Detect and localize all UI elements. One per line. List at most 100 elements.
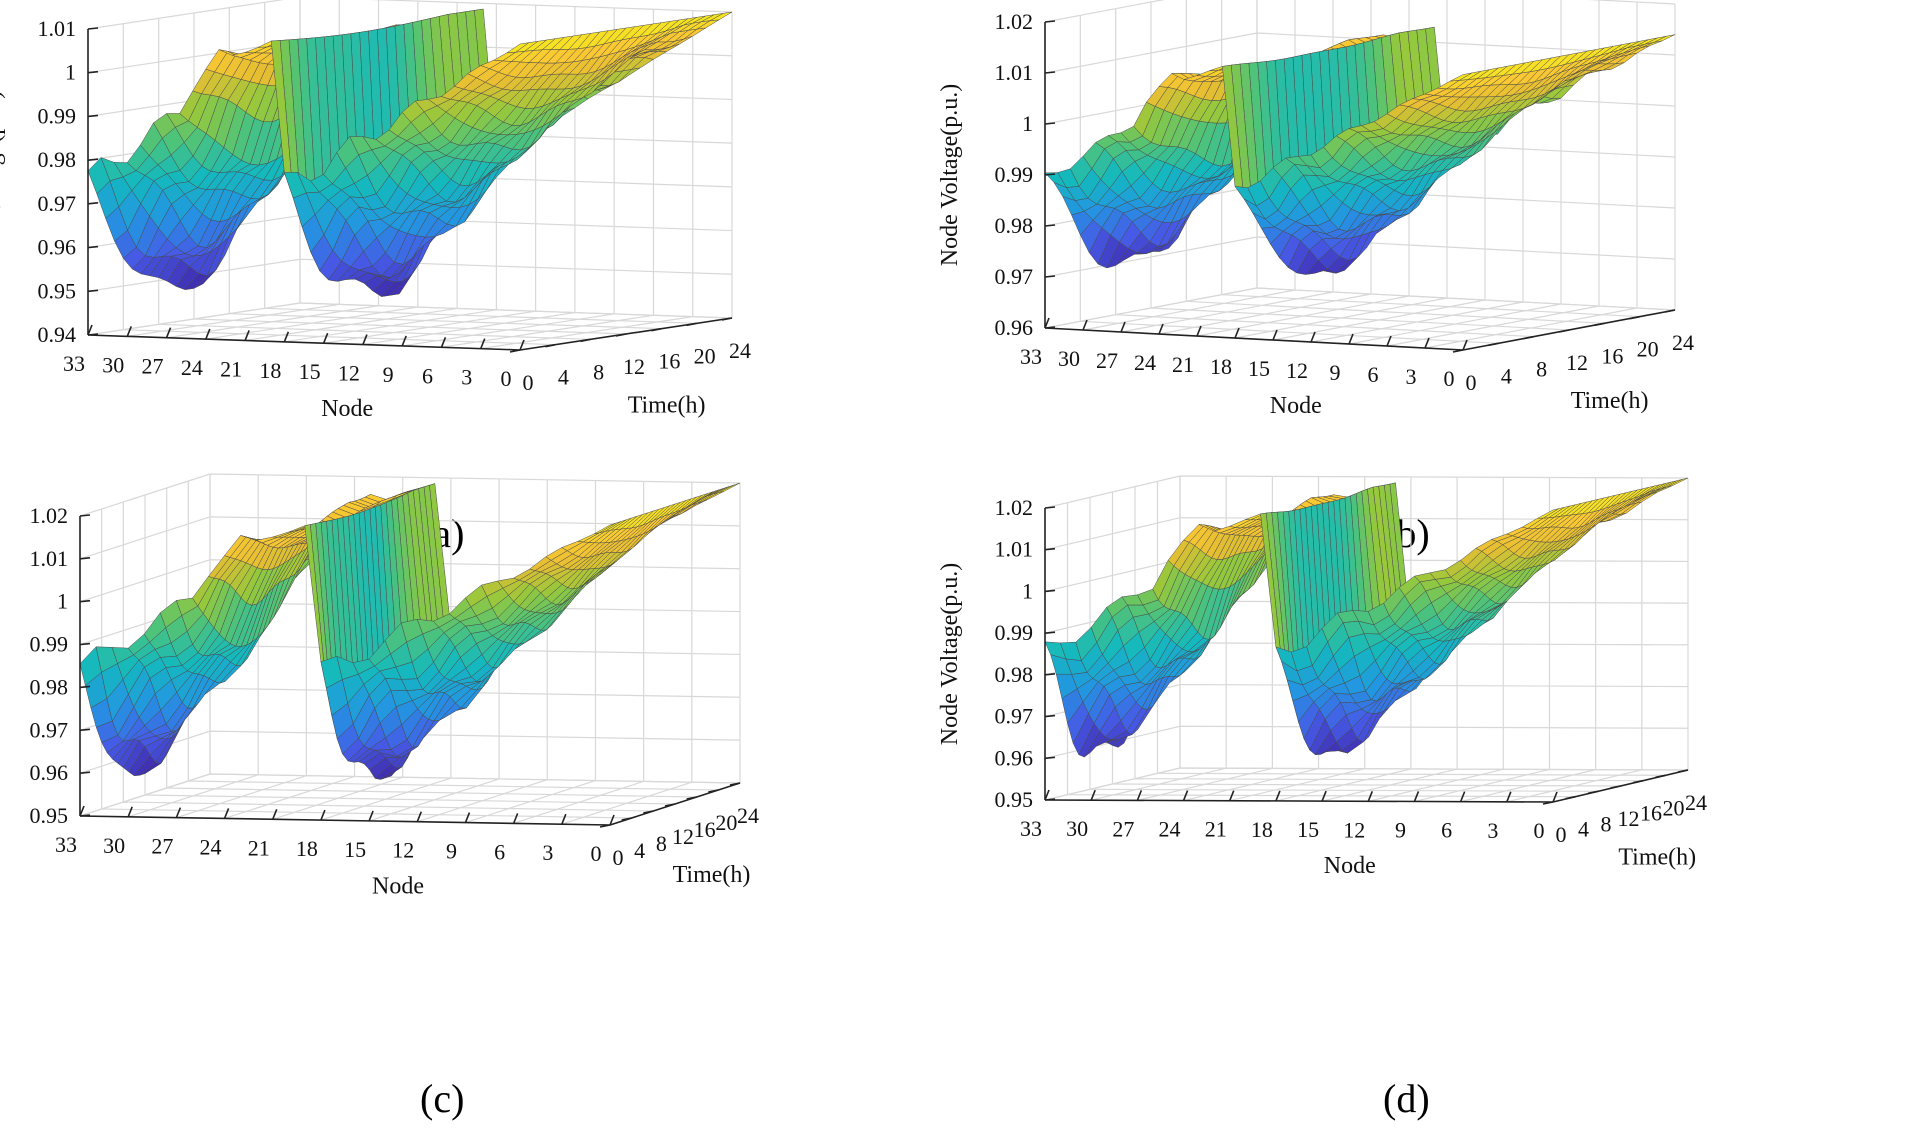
node-tick-mark: [479, 338, 486, 349]
wall-gridline: [1044, 0, 1676, 23]
node-tick-label: 27: [151, 834, 173, 859]
node-tick-mark: [1044, 317, 1050, 329]
time-tick-mark: [1655, 774, 1666, 779]
node-tick-label: 9: [1395, 817, 1406, 842]
time-tick-mark: [545, 343, 556, 348]
node-tick-label: 6: [1368, 362, 1379, 387]
node-tick-mark: [1082, 319, 1088, 331]
node-tick-mark: [205, 328, 211, 340]
node-tick-mark: [244, 330, 250, 341]
voltage-tick-mark: [79, 814, 91, 817]
voltage-tick-label: 0.96: [30, 760, 69, 785]
node-tick-mark: [519, 339, 525, 351]
voltage-tick-mark: [79, 557, 91, 560]
floor-gridline: [101, 808, 632, 819]
time-tick-mark: [1629, 315, 1640, 320]
node-tick-mark: [401, 335, 407, 347]
node-tick-label: 30: [103, 833, 125, 858]
time-tick-label: 20: [694, 343, 716, 368]
node-axis-label: Node: [372, 873, 424, 899]
time-tick-mark: [1664, 309, 1676, 313]
node-tick-mark: [1044, 789, 1050, 801]
voltage-tick-mark: [79, 771, 91, 774]
node-tick-label: 24: [200, 834, 222, 859]
node-axis-line: [1044, 327, 1464, 351]
node-tick-mark: [561, 813, 567, 825]
time-tick-mark: [1587, 790, 1599, 795]
time-tick-mark: [729, 782, 741, 786]
time-tick-mark: [686, 796, 697, 800]
node-tick-mark: [1348, 333, 1354, 345]
time-tick-label: 8: [593, 359, 604, 384]
voltage-tick-label: 0.99: [995, 620, 1034, 645]
voltage-tick-label: 0.97: [38, 191, 77, 216]
time-tick-mark: [1558, 329, 1570, 333]
voltage-tick-mark: [1044, 20, 1056, 23]
voltage-tick-mark: [1044, 673, 1056, 676]
floor-gridline: [1080, 320, 1499, 344]
floor-gridline: [1221, 294, 1640, 318]
time-tick-label: 20: [1637, 337, 1659, 362]
voltage-axis-label: Node Voltage(p.u.): [0, 91, 6, 273]
time-tick-label: 4: [634, 838, 645, 863]
node-tick-mark: [1424, 337, 1430, 349]
node-tick-label: 15: [299, 359, 321, 384]
voltage-tick-label: 1: [65, 60, 76, 85]
time-tick-mark: [708, 789, 719, 793]
node-axis-line: [1044, 799, 1554, 803]
node-tick-label: 15: [1248, 356, 1270, 381]
voltage-tick-label: 1.01: [995, 60, 1034, 85]
time-tick-label: 12: [623, 354, 645, 379]
voltage-tick-label: 0.98: [30, 674, 69, 699]
time-tick-label: 12: [1618, 806, 1640, 831]
voltage-tick-label: 1.02: [995, 9, 1034, 34]
floor-gridline: [1115, 314, 1534, 338]
node-tick-mark: [440, 336, 447, 348]
node-tick-label: 9: [383, 362, 394, 387]
time-tick-mark: [615, 333, 627, 337]
node-tick-label: 21: [220, 356, 242, 381]
voltage-tick-label: 0.97: [995, 704, 1034, 729]
surface-patch: [593, 523, 616, 535]
node-tick-mark: [1367, 790, 1374, 802]
floor-gridline: [166, 787, 697, 798]
time-tick-label: 4: [1578, 817, 1589, 842]
voltage-tick-mark: [87, 245, 99, 249]
node-tick-label: 33: [55, 832, 77, 857]
floor-gridline: [1112, 783, 1621, 787]
node-tick-label: 12: [392, 838, 414, 863]
voltage-tick-mark: [1044, 224, 1056, 227]
time-tick-mark: [580, 338, 591, 343]
time-tick-mark: [1632, 779, 1644, 784]
time-tick-label: 24: [729, 338, 751, 363]
time-axis-label: Time(h): [673, 862, 751, 888]
node-tick-label: 0: [1444, 366, 1455, 391]
node-tick-label: 21: [248, 835, 270, 860]
surface: [87, 8, 733, 297]
voltage-tick-label: 1: [1022, 578, 1033, 603]
time-tick-label: 20: [715, 810, 737, 835]
voltage-tick-label: 1.01: [38, 16, 77, 41]
floor-gridline: [188, 780, 719, 791]
time-tick-label: 8: [656, 831, 667, 856]
node-tick-mark: [126, 326, 133, 337]
node-tick-label: 6: [1441, 818, 1452, 843]
node-tick-label: 6: [494, 839, 505, 864]
time-tick-label: 0: [613, 845, 624, 870]
node-tick-mark: [271, 808, 278, 820]
node-tick-mark: [322, 332, 329, 344]
voltage-tick-label: 0.96: [38, 235, 77, 260]
time-tick-mark: [1594, 322, 1605, 327]
time-tick-label: 16: [1640, 801, 1662, 826]
voltage-tick-mark: [87, 289, 99, 293]
node-tick-label: 0: [1534, 818, 1545, 843]
voltage-tick-label: 0.95: [995, 787, 1034, 812]
voltage-tick-label: 0.94: [38, 322, 77, 347]
voltage-tick-label: 0.96: [995, 315, 1034, 340]
time-tick-label: 4: [1501, 363, 1512, 388]
node-tick-mark: [1506, 791, 1512, 803]
time-tick-mark: [1542, 801, 1554, 805]
node-tick-mark: [1275, 790, 1281, 802]
time-axis-label: Time(h): [628, 392, 706, 418]
